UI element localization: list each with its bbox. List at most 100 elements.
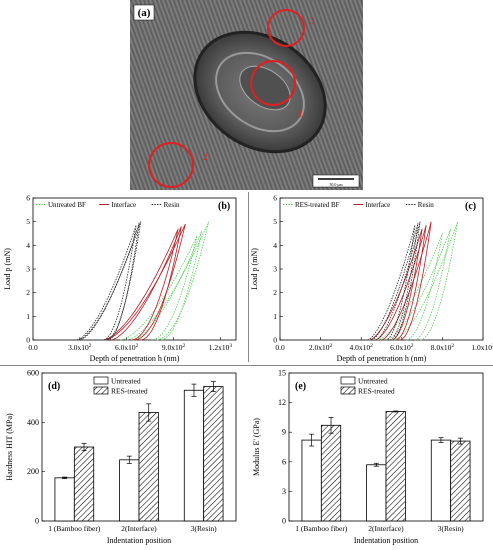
legend-label: Interface [365, 201, 390, 209]
y-tick-label: 9 [282, 428, 286, 437]
x-axis-title: Depth of penetration h (nm) [90, 354, 180, 363]
x-tick-label: 1 (Bamboo fiber) [48, 524, 101, 533]
bar-res-treated [138, 412, 159, 522]
x-axis-title: Indentation position [354, 536, 418, 545]
bar-untreated [119, 459, 140, 522]
legend-swatch [93, 386, 109, 395]
x-tick-label: 3.0x102 [68, 343, 92, 352]
marker-label-1: 1 [298, 109, 303, 119]
x-axis-title: Depth of penetration h (nm) [337, 354, 427, 363]
bar-res-treated [385, 411, 406, 522]
y-tick-label: 600 [27, 369, 39, 378]
x-tick-label: 6.0x102 [115, 343, 139, 352]
legend-label: Untreated [358, 377, 388, 386]
y-tick-label: 0 [273, 336, 277, 345]
panel-label-a: (a) [138, 7, 151, 19]
marker-circle-1 [250, 60, 296, 106]
series-curve-interface [369, 228, 423, 341]
x-tick-label: 0.0 [275, 343, 285, 352]
legend-label: RES-treated [111, 387, 148, 396]
legend-label: RES-treated BF [295, 201, 340, 209]
x-tick-label: 2.0x102 [309, 343, 333, 352]
y-tick-label: 400 [27, 418, 39, 427]
y-tick-label: 1 [273, 312, 277, 321]
series-curve-interface [104, 223, 186, 341]
legend-label: Untreated BF [48, 201, 86, 209]
series-curve-res-treated-bf [377, 233, 443, 341]
chart-c-load-depth-res-treated: 0 1 2 3 4 5 6 0.0 2.0x102 4.0x102 6.0x102 8.0x102 1.… [250, 194, 493, 364]
x-tick-label: 6.0x102 [390, 343, 414, 352]
series-curve-resin [375, 221, 421, 341]
x-tick-label: 4.0x102 [350, 343, 374, 352]
scale-bar-box [312, 174, 360, 188]
y-tick-label: 3 [26, 265, 30, 274]
chart-e-modulus: 0 3 6 9 12 15 1 (Bamboo fiber) 2(Interface) 3(Re… [252, 369, 484, 545]
plot-frame [279, 197, 484, 341]
legend-swatch [93, 376, 109, 385]
y-tick-label: 0 [26, 336, 30, 345]
series-curve-resin [76, 225, 137, 341]
legend-label: Interface [111, 201, 136, 209]
legend-swatch [340, 386, 356, 395]
x-tick-label: 9.0x102 [162, 343, 186, 352]
panel-divider-vertical [248, 192, 249, 362]
y-tick-label: 2 [26, 288, 30, 297]
y-tick-label: 5 [26, 217, 30, 226]
y-axis-title: Hardness HIT (MPa) [5, 413, 14, 481]
x-tick-label: 3(Resin) [438, 524, 464, 533]
y-axis-title: Load p (mN) [250, 248, 259, 290]
x-tick-label: 0.0 [28, 343, 38, 352]
series-curve-interface [103, 228, 179, 341]
series-curve-interface [110, 226, 182, 341]
series-curve-resin [78, 221, 142, 341]
y-tick-label: 0 [35, 517, 39, 526]
y-axis-title: Load p (mN) [3, 248, 12, 290]
scale-bar-label: 50.0 μm [329, 182, 343, 187]
legend-label: Untreated [111, 377, 141, 386]
y-tick-label: 6 [282, 457, 286, 466]
bar-untreated [54, 477, 75, 522]
y-tick-label: 12 [278, 398, 286, 407]
x-tick-label: 1.2x103 [209, 343, 233, 352]
y-tick-label: 3 [282, 487, 286, 496]
x-tick-label: 1 (Bamboo fiber) [295, 524, 348, 533]
bar-untreated [183, 389, 205, 522]
y-tick-label: 5 [273, 217, 277, 226]
x-tick-label: 2(Interface) [368, 524, 404, 533]
x-tick-label: 3(Resin) [191, 524, 217, 533]
legend-swatch [340, 376, 356, 385]
panel-label: (e) [295, 381, 306, 392]
marker-label-2: 2 [203, 152, 208, 162]
marker-label-3: 3 [310, 16, 315, 26]
series-curve-resin [79, 222, 140, 341]
series-curve-interface [375, 225, 427, 341]
series-curve-res-treated-bf [393, 221, 458, 341]
series-curve-untreated-bf [126, 221, 210, 341]
bar-untreated [366, 464, 387, 522]
y-axis-title: Modulus E' (GPa) [252, 418, 261, 476]
y-tick-label: 6 [26, 194, 30, 203]
y-tick-label: 6 [273, 194, 277, 203]
y-tick-label: 4 [26, 241, 30, 250]
y-tick-label: 2 [273, 288, 277, 297]
bar-res-treated [450, 440, 471, 522]
series-curve-untreated-bf [120, 235, 198, 341]
legend-label: RES-treated [358, 387, 395, 396]
bar-res-treated [73, 446, 95, 522]
y-tick-label: 4 [273, 241, 277, 250]
legend-label: Resin [164, 201, 180, 209]
x-tick-label: 1.0x103 [471, 343, 493, 352]
y-tick-label: 3 [273, 265, 277, 274]
chart-d-hardness: 0 200 400 600 1 (Bamboo fiber) 2(Interface) 3(… [5, 369, 237, 545]
panel-divider-horizontal [0, 365, 493, 366]
panel-label: (d) [48, 381, 60, 392]
chart-b-load-depth-untreated: 0 1 2 3 4 5 6 0.0 3.0x102 6.0x102 9.0x102 1.2x103 De… [3, 194, 237, 363]
series-curve-untreated-bf [132, 230, 202, 341]
bar-untreated [301, 439, 322, 522]
marker-circle-3 [267, 9, 305, 47]
panel-label: (b) [218, 201, 230, 212]
y-tick-label: 1 [26, 312, 30, 321]
x-tick-label: 2(Interface) [121, 524, 157, 533]
bar-untreated [430, 439, 452, 522]
bar-res-treated [203, 386, 224, 522]
